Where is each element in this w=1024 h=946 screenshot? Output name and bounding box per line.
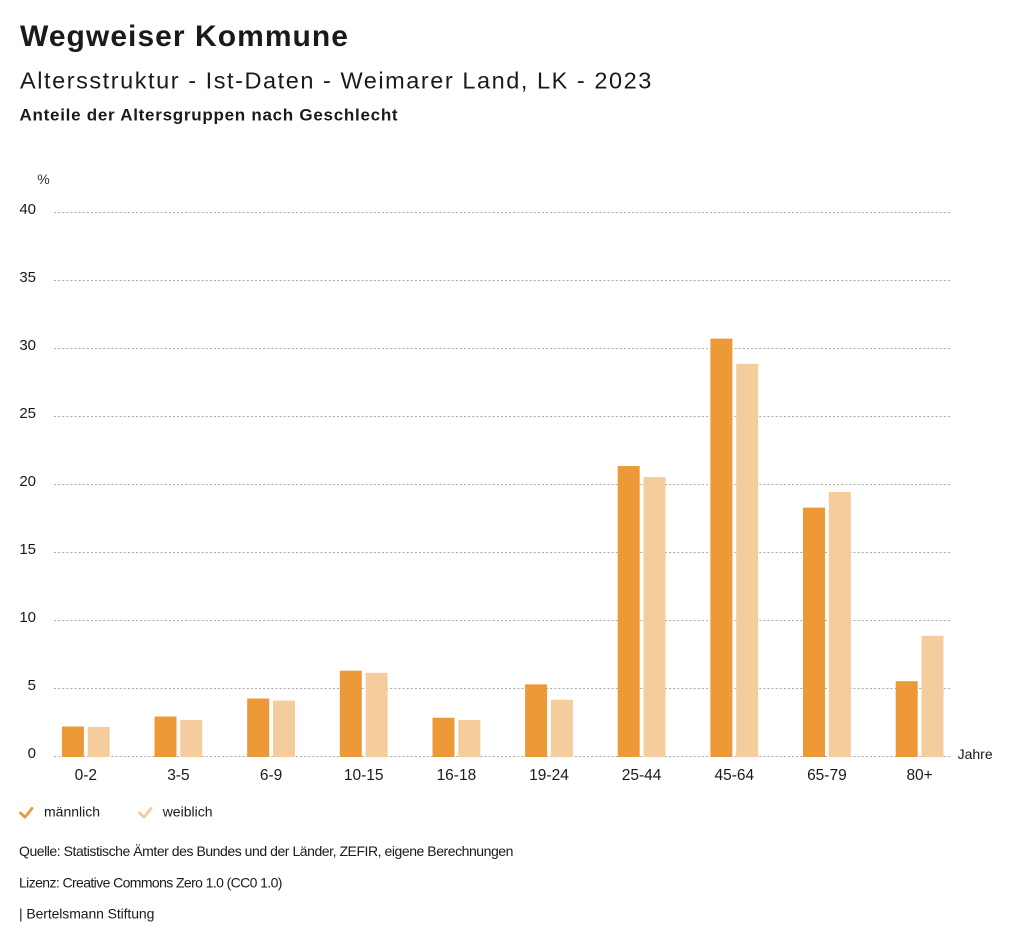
svg-text:3-5: 3-5: [167, 767, 189, 784]
svg-text:männlich: männlich: [44, 804, 100, 820]
svg-text:5: 5: [28, 677, 36, 694]
svg-text:65-79: 65-79: [807, 767, 847, 784]
svg-text:0: 0: [28, 745, 36, 762]
svg-text:20: 20: [19, 473, 36, 490]
svg-text:45-64: 45-64: [714, 767, 754, 784]
svg-text:Wegweiser Kommune: Wegweiser Kommune: [20, 20, 349, 53]
svg-text:0-2: 0-2: [75, 767, 97, 784]
svg-text:40: 40: [19, 201, 36, 218]
svg-text:| Bertelsmann Stiftung: | Bertelsmann Stiftung: [19, 906, 154, 922]
svg-text:16-18: 16-18: [437, 767, 477, 784]
svg-text:10: 10: [19, 609, 36, 626]
svg-text:15: 15: [19, 541, 36, 558]
svg-text:Quelle: Statistische Ämter des: Quelle: Statistische Ämter des Bundes un…: [19, 843, 513, 859]
svg-text:35: 35: [19, 269, 36, 286]
svg-text:10-15: 10-15: [344, 767, 384, 784]
svg-text:25: 25: [19, 405, 36, 422]
svg-text:30: 30: [19, 337, 36, 354]
svg-text:Lizenz: Creative Commons Zero: Lizenz: Creative Commons Zero 1.0 (CC0 1…: [19, 874, 282, 890]
svg-text:80+: 80+: [906, 767, 932, 784]
svg-text:25-44: 25-44: [622, 767, 662, 784]
svg-text:Altersstruktur - Ist-Daten - W: Altersstruktur - Ist-Daten - Weimarer La…: [20, 68, 653, 94]
svg-text:%: %: [37, 171, 49, 187]
svg-text:19-24: 19-24: [529, 767, 569, 784]
svg-text:6-9: 6-9: [260, 767, 282, 784]
svg-text:weiblich: weiblich: [162, 804, 213, 820]
svg-text:Jahre: Jahre: [958, 746, 993, 762]
svg-text:Anteile der Altersgruppen nach: Anteile der Altersgruppen nach Geschlech…: [20, 106, 399, 125]
